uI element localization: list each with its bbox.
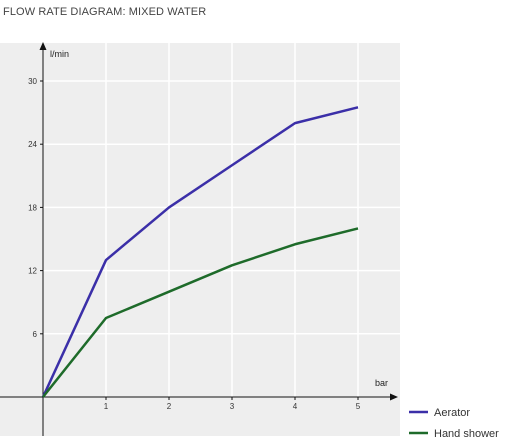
plot-background — [0, 43, 400, 436]
legend-label-2: Hand shower — [434, 428, 499, 440]
legend-label-1: Aerator — [434, 407, 470, 419]
y-tick-labels: 6 12 18 24 30 — [28, 77, 43, 339]
chart-title: FLOW RATE DIAGRAM: MIXED WATER — [3, 6, 207, 18]
y-tick-label-30: 30 — [28, 77, 37, 86]
x-tick-label-5: 5 — [356, 402, 361, 411]
x-axis-label: bar — [375, 378, 388, 388]
legend: Aerator Hand shower — [409, 407, 499, 440]
x-tick-labels: 1 2 3 4 5 — [104, 397, 361, 411]
x-axis-arrow — [390, 393, 398, 401]
y-tick-label-12: 12 — [28, 267, 37, 276]
series-lines — [41, 106, 359, 398]
x-tick-label-1: 1 — [104, 402, 109, 411]
series-line-2 — [42, 227, 359, 398]
x-tick-label-3: 3 — [230, 402, 235, 411]
series-line-1 — [41, 106, 359, 398]
y-axis-arrow — [39, 42, 47, 50]
axes — [0, 42, 398, 436]
y-tick-label-24: 24 — [28, 140, 37, 149]
y-tick-label-6: 6 — [33, 330, 38, 339]
y-tick-label-18: 18 — [28, 203, 37, 212]
x-tick-label-2: 2 — [167, 402, 172, 411]
x-tick-label-4: 4 — [293, 402, 298, 411]
y-axis-label: l/min — [50, 49, 69, 59]
